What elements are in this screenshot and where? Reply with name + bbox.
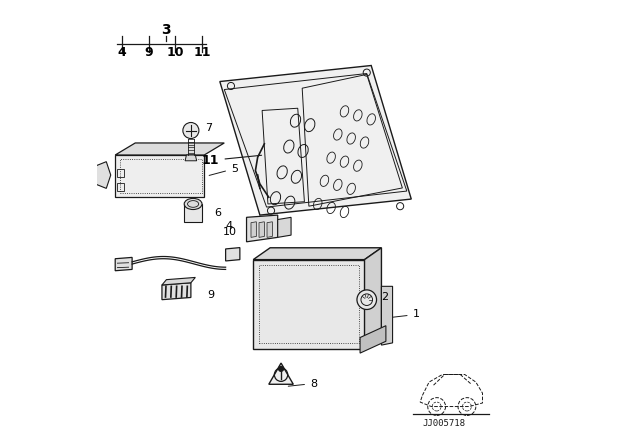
Text: 2: 2 [381, 293, 388, 302]
Text: 4: 4 [225, 221, 232, 231]
Text: 8: 8 [288, 379, 317, 388]
Polygon shape [365, 248, 381, 349]
Text: 1: 1 [393, 310, 420, 319]
Polygon shape [360, 326, 386, 353]
Polygon shape [253, 248, 381, 260]
Polygon shape [253, 260, 365, 349]
Circle shape [357, 290, 376, 310]
Polygon shape [115, 258, 132, 271]
Polygon shape [267, 222, 273, 237]
Text: 10: 10 [223, 227, 237, 237]
Text: 11: 11 [202, 154, 262, 167]
Polygon shape [162, 283, 191, 300]
Polygon shape [251, 222, 257, 237]
Text: 9: 9 [144, 46, 153, 59]
Polygon shape [220, 65, 412, 215]
Polygon shape [91, 162, 111, 188]
Text: 7: 7 [205, 123, 212, 133]
Text: 9: 9 [207, 290, 214, 300]
Polygon shape [162, 277, 195, 285]
Polygon shape [259, 222, 264, 237]
Text: 4: 4 [118, 46, 126, 59]
Polygon shape [185, 155, 196, 161]
Text: 5: 5 [209, 164, 238, 176]
Text: 10: 10 [166, 46, 184, 59]
Text: 11: 11 [193, 46, 211, 59]
Polygon shape [269, 363, 293, 384]
Text: 3: 3 [161, 23, 172, 37]
Text: 6: 6 [214, 208, 221, 218]
Polygon shape [115, 143, 224, 155]
Polygon shape [184, 204, 202, 222]
Text: JJ005718: JJ005718 [422, 419, 465, 428]
Polygon shape [246, 215, 278, 242]
Polygon shape [381, 286, 392, 345]
Polygon shape [115, 155, 204, 197]
Ellipse shape [184, 198, 202, 210]
Polygon shape [226, 248, 240, 261]
Circle shape [183, 122, 199, 138]
Polygon shape [278, 217, 291, 237]
Circle shape [278, 366, 284, 372]
